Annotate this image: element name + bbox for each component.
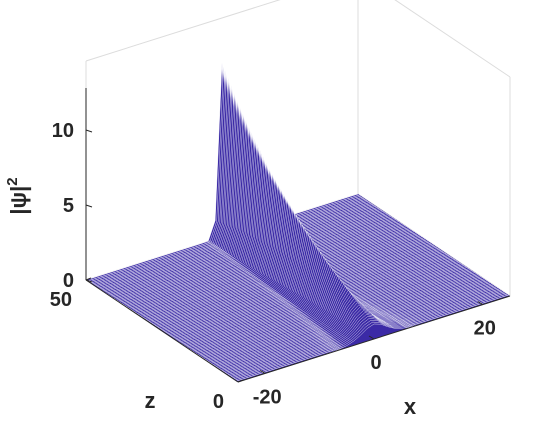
box-edge xyxy=(394,0,511,78)
z-tick-mark xyxy=(85,204,93,208)
x-axis-label: x xyxy=(404,394,417,419)
z-tick-mark xyxy=(85,279,93,283)
x-tick-label: -20 xyxy=(253,386,282,408)
box-edge xyxy=(85,0,281,62)
y-tick-label: 50 xyxy=(50,289,72,311)
x-tick-label: 20 xyxy=(474,318,496,340)
surface-mesh xyxy=(85,62,511,383)
y-tick-mark xyxy=(85,277,92,281)
y-axis-line xyxy=(85,279,239,383)
x-tick-label: 0 xyxy=(370,352,381,374)
y-axis-label: z xyxy=(145,388,156,413)
z-tick-label: 10 xyxy=(52,120,74,142)
z-tick-mark xyxy=(85,129,93,133)
z-tick-label: 5 xyxy=(63,195,74,217)
axis-labels: |ψ|2 x z xyxy=(4,177,417,419)
x-tick-mark xyxy=(477,301,484,306)
y-tick-mark xyxy=(237,379,244,383)
x-tick-mark xyxy=(259,369,266,374)
z-axis-label: |ψ|2 xyxy=(4,177,31,214)
y-tick-label: 0 xyxy=(213,391,224,413)
z-tick-label: 0 xyxy=(63,270,74,292)
x-tick-mark xyxy=(368,335,375,340)
